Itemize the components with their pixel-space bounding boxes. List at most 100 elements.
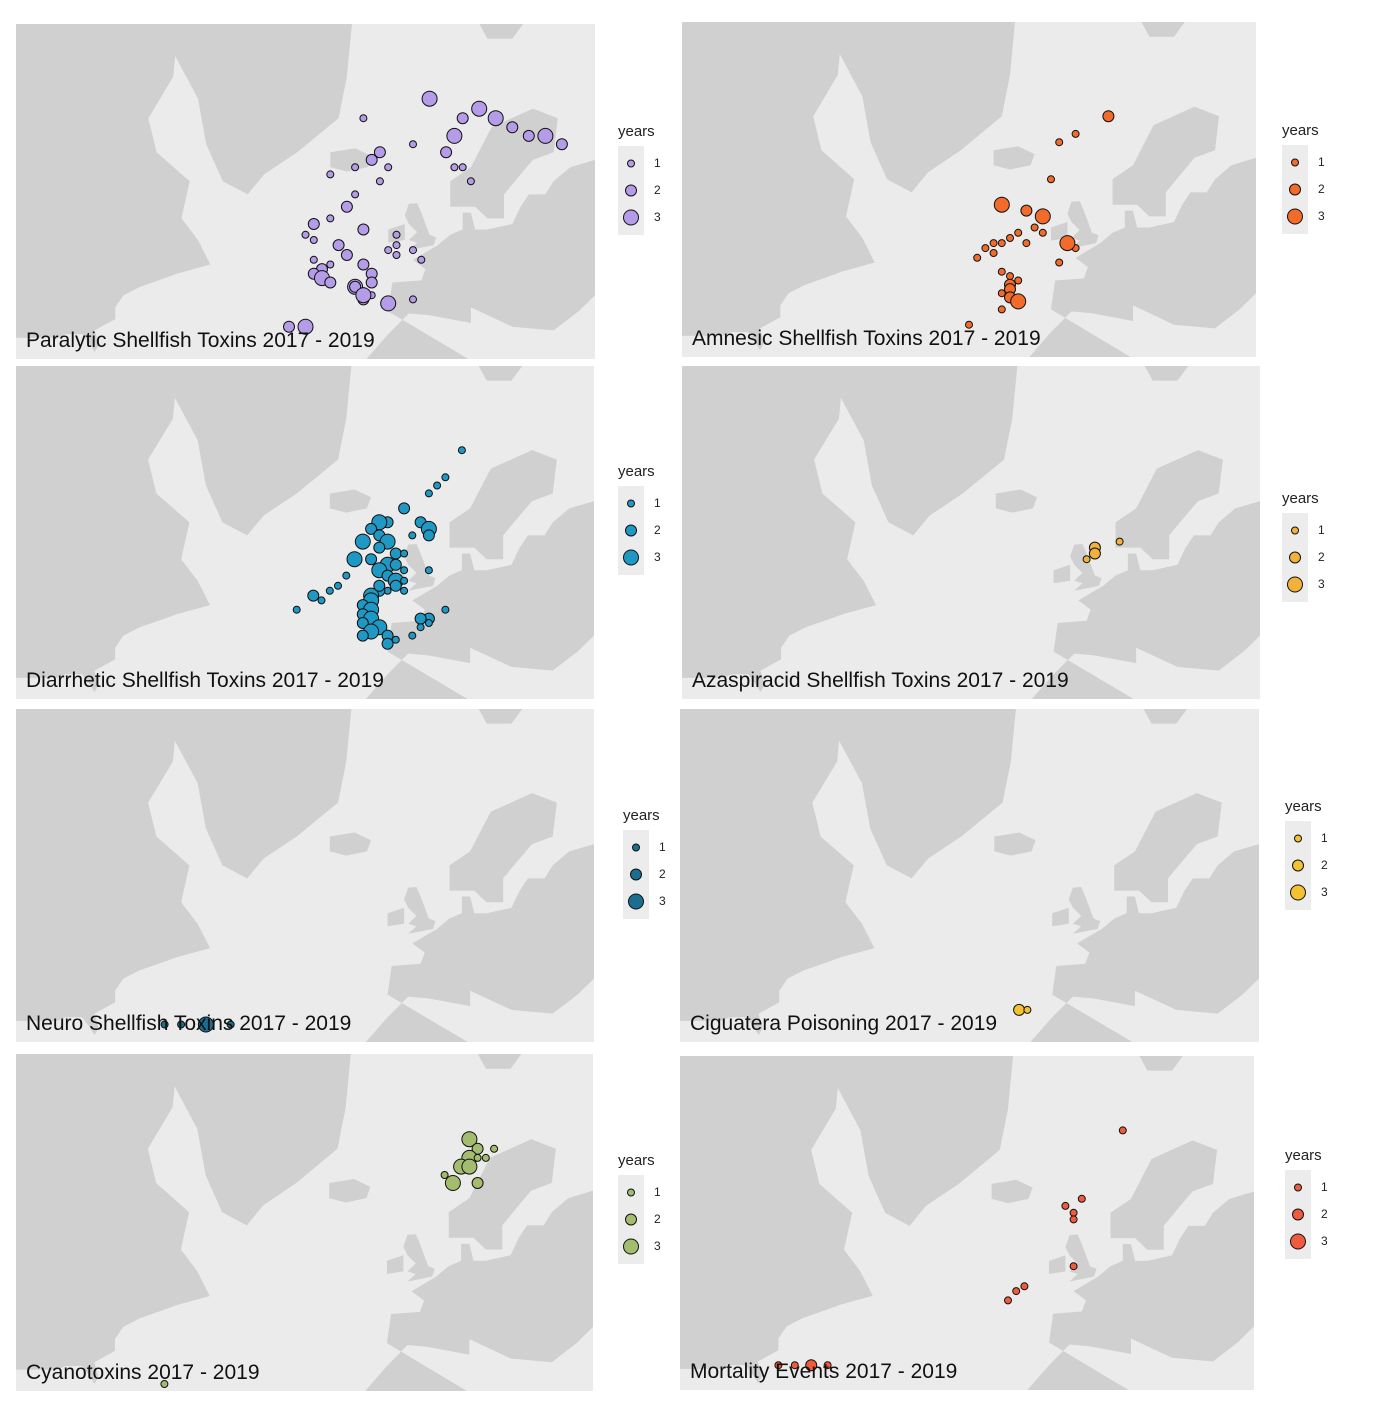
- legend-marker: [625, 184, 637, 197]
- landmass: [991, 1179, 1033, 1204]
- event-marker: [340, 249, 353, 261]
- event-marker: [392, 230, 401, 239]
- event-marker: [1034, 208, 1051, 225]
- legend-ciguatera: years 1 2 3: [1285, 798, 1345, 910]
- legend-label: 2: [654, 183, 661, 197]
- legend-title: years: [1285, 798, 1322, 815]
- map-panel-amnesic: Amnesic Shellfish Toxins 2017 - 2019: [682, 22, 1256, 357]
- panel-title: Paralytic Shellfish Toxins 2017 - 2019: [26, 329, 375, 352]
- landmass: [680, 1056, 873, 1384]
- event-marker: [408, 631, 417, 640]
- event-marker: [226, 1020, 235, 1029]
- legend-row: 3: [618, 204, 661, 231]
- event-marker: [1055, 258, 1064, 267]
- landmass: [16, 24, 211, 353]
- legend-label: 2: [654, 523, 661, 537]
- legend-amnesic: years 1 2 3: [1282, 122, 1342, 234]
- legend-symbol: [623, 209, 639, 226]
- legend-symbol: [1292, 1208, 1304, 1221]
- legend-symbol: [1289, 551, 1301, 564]
- panel-title: Azaspiracid Shellfish Toxins 2017 - 2019: [692, 669, 1069, 692]
- map-panel-azaspiracid: Azaspiracid Shellfish Toxins 2017 - 2019: [682, 366, 1260, 699]
- event-marker: [373, 541, 386, 554]
- legend-marker: [1294, 1183, 1302, 1192]
- legend-row: 2: [623, 861, 666, 888]
- event-marker: [1014, 228, 1023, 237]
- legend-marker: [627, 159, 635, 168]
- event-marker: [973, 253, 982, 262]
- legend-marker: [1290, 1233, 1306, 1250]
- legend-marker: [1292, 859, 1304, 872]
- event-marker: [354, 533, 371, 550]
- legend-key-box: 1 2 3: [1282, 145, 1325, 234]
- legend-symbol: [623, 1238, 639, 1255]
- legend-marker: [1292, 1208, 1304, 1221]
- event-marker: [365, 153, 378, 166]
- event-marker: [1030, 223, 1039, 232]
- legend-title: years: [623, 807, 660, 824]
- event-marker: [440, 1171, 449, 1179]
- event-marker: [441, 473, 450, 482]
- landmass: [1070, 544, 1102, 591]
- event-marker: [424, 489, 433, 498]
- event-marker: [197, 1016, 214, 1033]
- legend-label: 3: [654, 210, 661, 224]
- event-marker: [177, 1020, 186, 1029]
- landmass: [1030, 709, 1259, 1042]
- legend-key-box: 1 2 3: [1285, 821, 1328, 910]
- legend-symbol: [1294, 834, 1302, 843]
- landmass: [387, 907, 405, 927]
- event-marker: [1023, 1005, 1032, 1014]
- legend-label: 1: [1318, 155, 1325, 169]
- event-marker: [384, 246, 393, 255]
- landmass: [995, 489, 1038, 513]
- event-marker: [357, 223, 370, 236]
- legend-label: 3: [654, 1239, 661, 1253]
- legend-marker: [632, 843, 640, 852]
- landmass: [131, 366, 352, 536]
- event-marker: [1082, 555, 1091, 564]
- legend-symbol: [1287, 208, 1303, 225]
- legend-symbol: [625, 184, 637, 197]
- legend-symbol: [1290, 884, 1306, 901]
- landmass: [1029, 22, 1256, 357]
- event-marker: [1006, 234, 1014, 242]
- event-marker: [356, 629, 369, 642]
- legend-label: 2: [1321, 1207, 1328, 1221]
- legend-label: 3: [659, 894, 666, 908]
- legend-marker: [1294, 834, 1302, 843]
- event-marker: [440, 146, 453, 159]
- event-marker: [392, 251, 401, 259]
- event-marker: [409, 140, 417, 149]
- landmass: [131, 24, 352, 195]
- map-svg: [16, 1054, 593, 1391]
- legend-symbol: [1290, 1233, 1306, 1250]
- landmass: [1067, 201, 1099, 249]
- event-marker: [446, 127, 463, 144]
- legend-marker: [623, 1238, 639, 1255]
- event-marker: [456, 112, 469, 125]
- map-svg: [16, 24, 595, 359]
- event-marker: [1013, 1003, 1026, 1016]
- legend-title: years: [1282, 490, 1319, 507]
- landmass: [1052, 907, 1069, 927]
- event-marker: [823, 1361, 832, 1370]
- event-marker: [433, 481, 442, 490]
- legend-label: 2: [654, 1212, 661, 1226]
- legend-label: 1: [1318, 523, 1325, 537]
- event-marker: [400, 566, 409, 575]
- landmass: [16, 366, 211, 693]
- event-marker: [324, 276, 337, 289]
- event-marker: [473, 1153, 482, 1162]
- legend-label: 3: [1318, 209, 1325, 223]
- event-marker: [408, 531, 417, 540]
- event-marker: [301, 230, 310, 239]
- legend-marker: [627, 499, 635, 508]
- landmass: [1143, 709, 1188, 724]
- event-marker: [334, 581, 342, 590]
- event-marker: [790, 1361, 799, 1370]
- event-marker: [381, 637, 394, 650]
- event-marker: [1022, 239, 1031, 248]
- legend-marker: [623, 209, 639, 226]
- event-marker: [997, 267, 1006, 276]
